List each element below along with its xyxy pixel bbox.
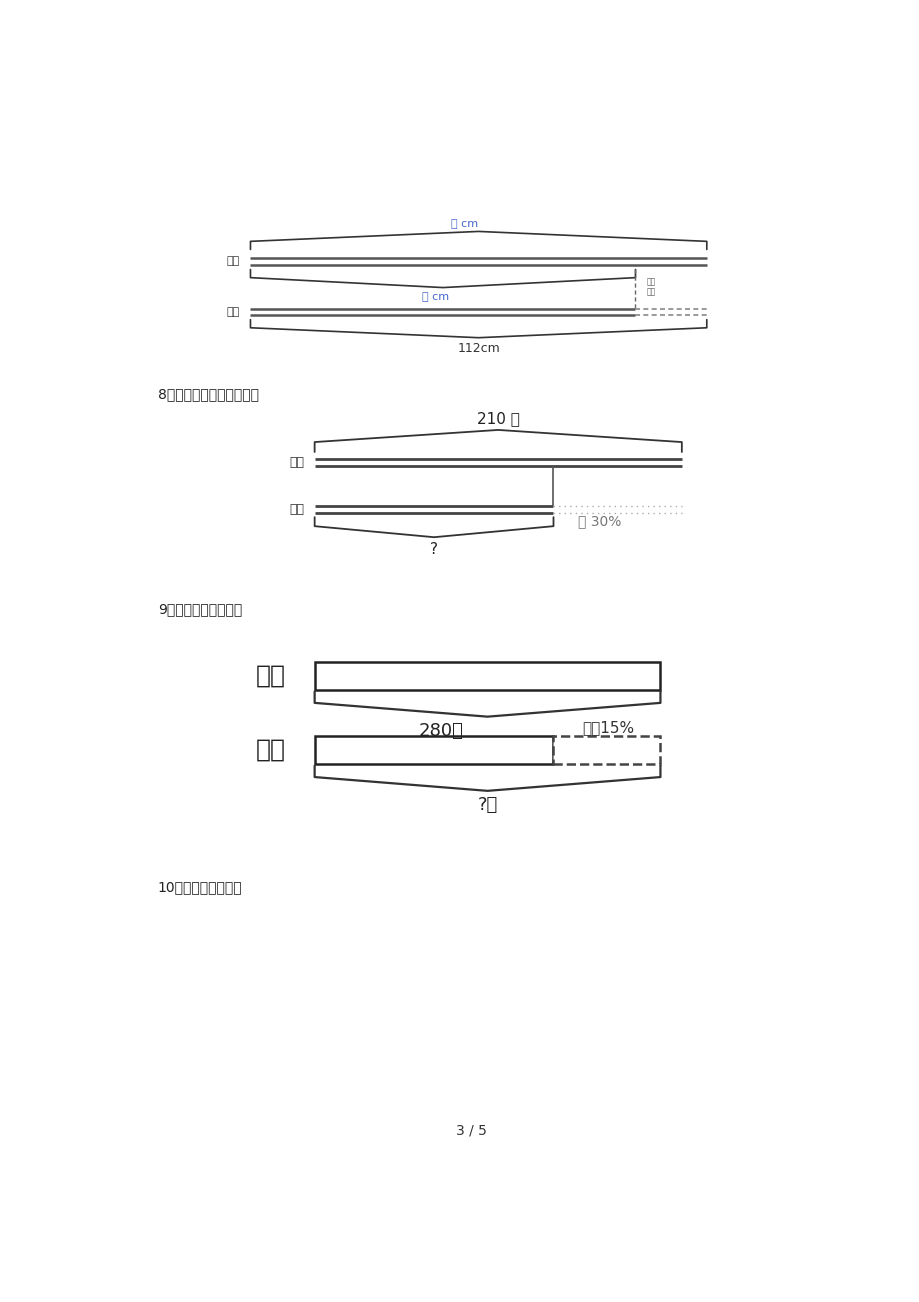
Text: 210 棵: 210 棵 bbox=[476, 411, 519, 426]
Bar bbox=[553, 736, 660, 764]
Text: 槐树: 槐树 bbox=[289, 456, 303, 469]
Text: ?元: ?元 bbox=[477, 796, 497, 814]
Text: ？ cm: ？ cm bbox=[450, 220, 477, 229]
Text: 112cm: 112cm bbox=[457, 341, 499, 354]
Text: 原价: 原价 bbox=[255, 664, 286, 687]
Bar bbox=[314, 661, 660, 690]
Text: 现价: 现价 bbox=[255, 738, 286, 762]
Text: 少 30%: 少 30% bbox=[578, 514, 621, 529]
Text: 小明: 小明 bbox=[226, 256, 240, 267]
Text: 3 / 5: 3 / 5 bbox=[456, 1124, 486, 1138]
Text: 多几
厘米: 多几 厘米 bbox=[645, 277, 654, 297]
Text: 9．看图列式并计算。: 9．看图列式并计算。 bbox=[158, 603, 242, 616]
Text: 小红: 小红 bbox=[226, 307, 240, 316]
Text: 280元: 280元 bbox=[418, 721, 463, 740]
Text: 10．看图列式计算。: 10．看图列式计算。 bbox=[158, 880, 242, 894]
Bar bbox=[314, 736, 553, 764]
Text: 8．看图列算式，并计算。: 8．看图列算式，并计算。 bbox=[158, 387, 258, 401]
Text: 降低15%: 降低15% bbox=[582, 720, 633, 734]
Text: ?: ? bbox=[429, 542, 437, 557]
Text: ？ cm: ？ cm bbox=[422, 292, 448, 302]
Text: 梨树: 梨树 bbox=[289, 503, 303, 516]
